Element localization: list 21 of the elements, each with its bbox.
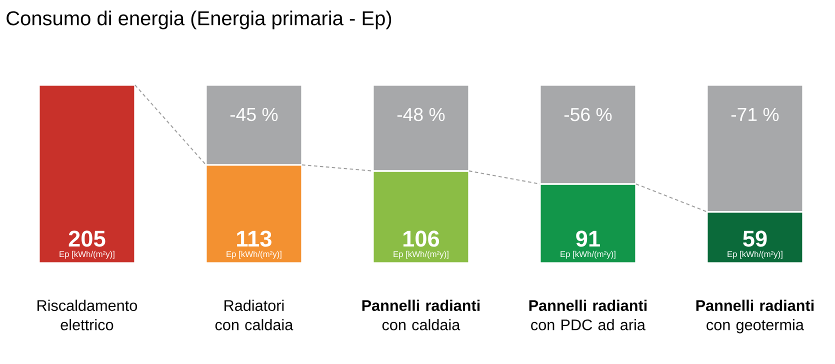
x-tick-label: Pannelli radianti con PDC ad aria bbox=[529, 300, 647, 330]
annotation: -45 % bbox=[230, 108, 278, 122]
data-label: 91 bbox=[576, 230, 600, 247]
data-label: 205 bbox=[68, 230, 106, 247]
annotation: Ep [kWh/(m²y)] bbox=[728, 250, 782, 259]
data-label: 106 bbox=[403, 230, 440, 247]
x-tick-label: Pannelli radianti con geotermia bbox=[696, 300, 814, 334]
annotation: Ep [kWh/(m²y)] bbox=[60, 250, 114, 259]
bar bbox=[38, 84, 136, 264]
annotation: Ep [kWh/(m²y)] bbox=[226, 250, 282, 259]
annotation: -71 % bbox=[731, 108, 779, 121]
x-tick-label: Radiatori con caldaia bbox=[215, 300, 294, 330]
data-label: 59 bbox=[743, 230, 767, 247]
annotation: -48 % bbox=[397, 108, 445, 122]
x-tick-label: Riscaldamento elettrico bbox=[38, 300, 138, 330]
chart-title: Consumo di energia (Energia primaria - Ep) bbox=[6, 10, 392, 30]
annotation: -56 % bbox=[564, 108, 612, 122]
x-tick-label: Pannelli radianti con caldaia bbox=[362, 300, 480, 330]
annotation: Ep [kWh/(m²y)] bbox=[560, 250, 616, 259]
annotation: Ep [kWh/(m²y)] bbox=[394, 250, 448, 259]
data-label: 113 bbox=[237, 230, 272, 247]
